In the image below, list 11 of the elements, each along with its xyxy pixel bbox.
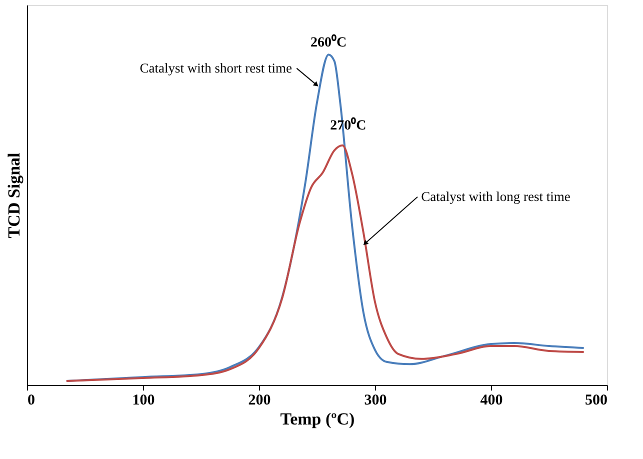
annotation: 260⁰C xyxy=(310,34,347,51)
x-tick-label: 100 xyxy=(132,392,155,408)
annotation: Catalyst with long rest time xyxy=(421,188,570,204)
x-tick-label: 500 xyxy=(585,392,608,408)
x-tick-label: 0 xyxy=(28,392,35,408)
x-tick-label: 300 xyxy=(364,392,387,408)
y-axis-title: TCD Signal xyxy=(4,152,24,238)
x-tick-label: 200 xyxy=(248,392,271,408)
x-axis-title: Temp (ºC) xyxy=(280,410,355,428)
x-tick-label: 400 xyxy=(480,392,503,408)
annotation: Catalyst with short rest time xyxy=(140,60,292,76)
